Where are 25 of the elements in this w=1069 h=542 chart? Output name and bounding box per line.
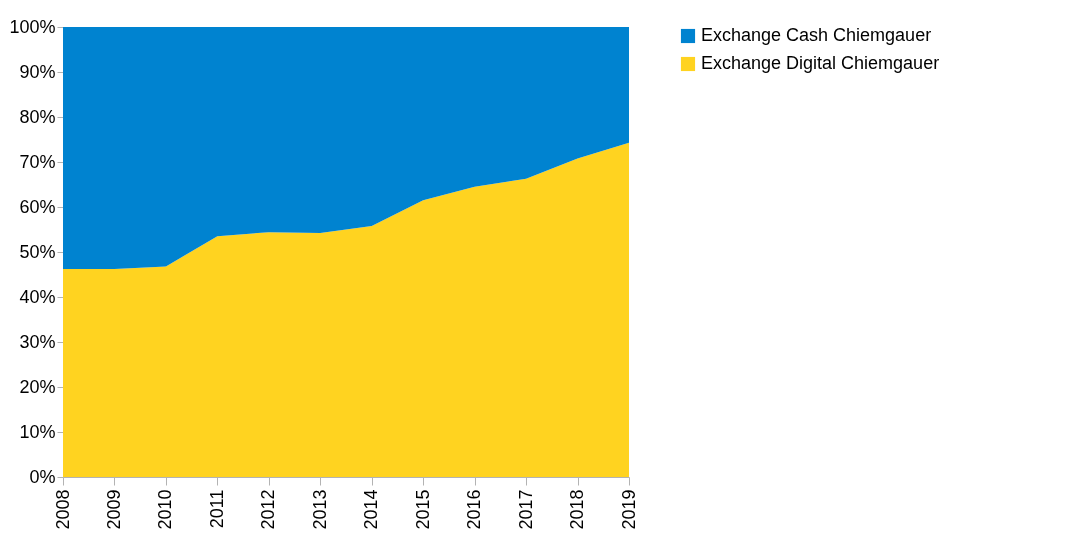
y-tick-label: 0% xyxy=(29,466,56,487)
y-tick-label: 50% xyxy=(19,241,56,262)
y-tick-label: 70% xyxy=(19,151,56,172)
x-tick-label: 2008 xyxy=(52,489,73,530)
y-tick-label: 40% xyxy=(19,286,56,307)
x-tick-label: 2017 xyxy=(515,489,536,530)
y-tick-label: 90% xyxy=(19,61,56,82)
x-tick-label: 2014 xyxy=(361,489,382,530)
y-tick-label: 20% xyxy=(19,376,56,397)
y-tick-label: 30% xyxy=(19,331,56,352)
y-tick-label: 60% xyxy=(19,196,56,217)
y-tick-label: 100% xyxy=(9,16,56,37)
legend-label: Exchange Cash Chiemgauer xyxy=(701,25,932,45)
x-tick-label: 2015 xyxy=(412,489,433,530)
x-tick-label: 2012 xyxy=(258,489,279,530)
legend-label: Exchange Digital Chiemgauer xyxy=(701,53,940,73)
x-tick-label: 2009 xyxy=(103,489,124,530)
x-tick-label: 2011 xyxy=(206,489,227,529)
y-tick-label: 10% xyxy=(19,421,56,442)
x-tick-label: 2019 xyxy=(618,489,639,530)
x-tick-label: 2016 xyxy=(464,489,485,530)
x-tick-label: 2013 xyxy=(309,489,330,530)
x-tick-label: 2010 xyxy=(155,489,176,530)
y-tick-label: 80% xyxy=(19,106,56,127)
x-tick-label: 2018 xyxy=(567,489,588,530)
